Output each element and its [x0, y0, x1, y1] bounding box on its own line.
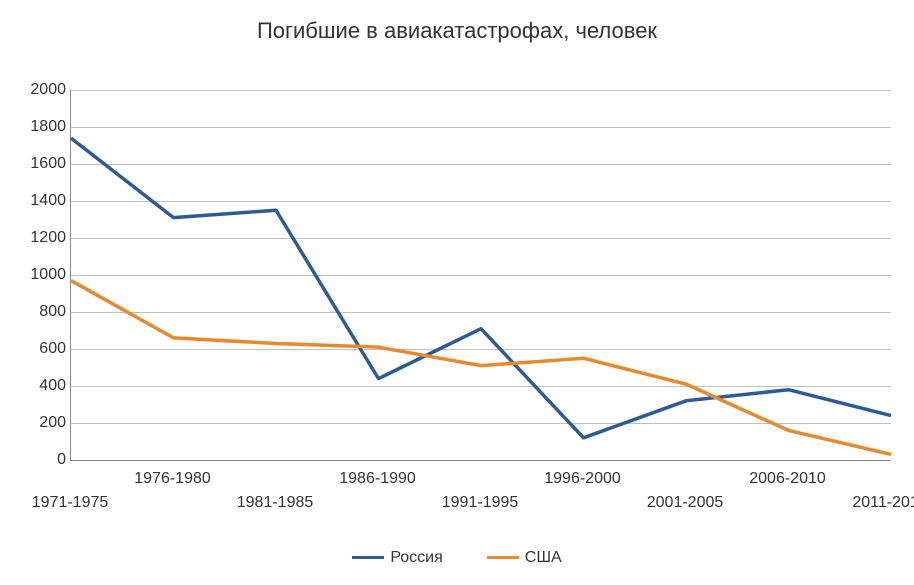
y-tick-label: 1800 [16, 118, 66, 136]
y-tick-label: 1200 [16, 229, 66, 247]
x-tick-label: 1991-1995 [442, 494, 519, 512]
y-tick-label: 800 [16, 303, 66, 321]
y-tick-label: 1400 [16, 192, 66, 210]
legend-label: США [525, 549, 562, 566]
y-tick-label: 2000 [16, 81, 66, 99]
plot-area [70, 90, 891, 461]
legend-item: Россия [352, 549, 442, 567]
y-tick-label: 1600 [16, 155, 66, 173]
legend-label: Россия [390, 549, 442, 566]
legend-swatch [352, 556, 384, 559]
legend: Россия США [0, 549, 914, 567]
chart-title: Погибшие в авиакатастрофах, человек [0, 0, 914, 44]
x-tick-label: 2011-2014 [852, 494, 914, 512]
y-tick-label: 1000 [16, 266, 66, 284]
y-tick-label: 200 [16, 414, 66, 432]
y-tick-label: 600 [16, 340, 66, 358]
chart-container: Погибшие в авиакатастрофах, человек 0 200… [0, 0, 914, 585]
x-tick-label: 2006-2010 [749, 470, 826, 488]
x-tick-label: 1971-1975 [32, 494, 109, 512]
line-series-svg [71, 90, 891, 460]
legend-swatch [487, 556, 519, 559]
y-tick-label: 0 [16, 451, 66, 469]
x-tick-label: 1996-2000 [544, 470, 621, 488]
y-tick-label: 400 [16, 377, 66, 395]
x-tick-label: 2001-2005 [647, 494, 724, 512]
x-tick-label: 1986-1990 [339, 470, 416, 488]
x-tick-label: 1981-1985 [237, 494, 314, 512]
x-tick-label: 1976-1980 [134, 470, 211, 488]
series-line [71, 138, 891, 438]
legend-item: США [487, 549, 562, 567]
series-line [71, 281, 891, 455]
